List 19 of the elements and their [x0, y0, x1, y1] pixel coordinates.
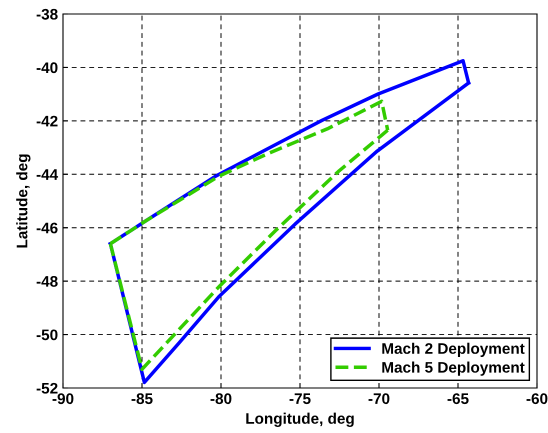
y-tick-label: -42 — [36, 116, 58, 126]
x-tick-label: -60 — [526, 393, 548, 404]
legend-label: Mach 2 Deployment — [382, 342, 525, 357]
y-axis-title: Latitude, deg — [16, 154, 31, 248]
y-tick-label: -44 — [36, 169, 58, 180]
x-axis-title: Longitude, deg — [246, 412, 354, 427]
x-tick-label: -65 — [448, 393, 469, 404]
x-tick-label: -80 — [210, 393, 232, 404]
x-tick-label: -70 — [368, 393, 390, 404]
y-tick-label: -38 — [36, 8, 58, 20]
x-tick-label: -85 — [132, 393, 153, 404]
x-tick-label: -90 — [52, 393, 74, 404]
x-tick-label: -75 — [290, 393, 311, 404]
legend-label: Mach 5 Deployment — [382, 362, 525, 376]
y-tick-label: -40 — [36, 62, 58, 74]
y-tick-label: -46 — [36, 222, 58, 234]
y-tick-label: -48 — [36, 276, 58, 287]
y-tick-label: -52 — [36, 382, 58, 394]
y-tick-label: -50 — [36, 329, 58, 340]
